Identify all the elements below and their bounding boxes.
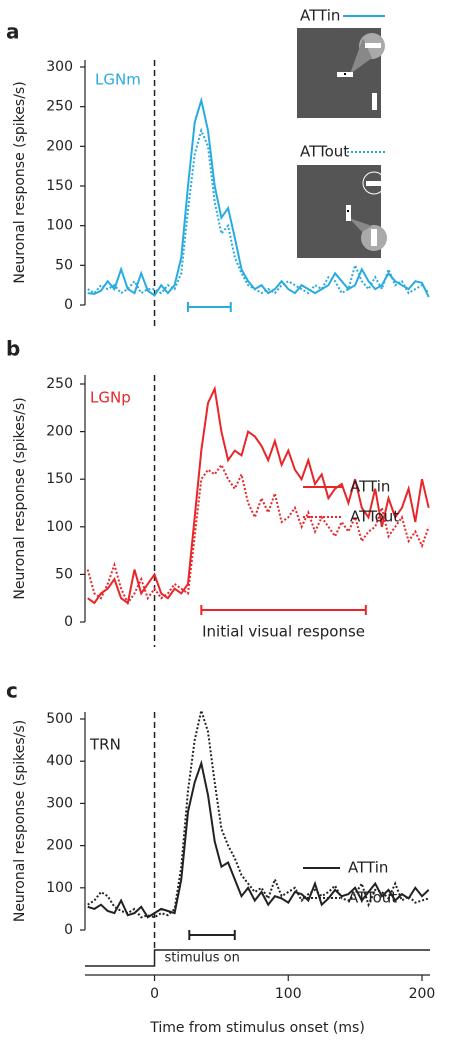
inset-attout [297, 165, 387, 258]
inset-bar [372, 93, 377, 110]
series-line [87, 127, 430, 295]
x-tick-label: 0 [150, 986, 159, 1002]
legend-label: ATTin [350, 478, 390, 496]
panel-label: b [6, 337, 20, 361]
y-tick-label: 200 [46, 138, 73, 154]
inset-fix [344, 73, 346, 75]
legend-label: ATTout [348, 889, 397, 907]
y-tick-label: 400 [46, 753, 73, 769]
y-tick-label: 250 [46, 99, 73, 115]
series-line [87, 706, 429, 919]
x-axis-label: Time from stimulus onset (ms) [149, 1020, 365, 1036]
y-tick-label: 150 [46, 471, 73, 487]
series-line [87, 759, 430, 919]
legend-label: ATTin [300, 7, 340, 25]
y-tick-label: 50 [55, 257, 73, 273]
y-tick-label: 250 [46, 376, 73, 392]
stimulus-trace [85, 949, 430, 967]
series-line [87, 96, 430, 298]
inset-fix-bar [346, 205, 351, 221]
y-tick-label: 200 [46, 838, 73, 854]
y-tick-label: 200 [46, 424, 73, 440]
inset-fix [347, 210, 349, 212]
y-tick-label: 50 [55, 566, 73, 582]
y-tick-label: 300 [46, 795, 73, 811]
inset-circle [362, 171, 386, 195]
y-tick-label: 0 [64, 297, 73, 313]
panel-label: c [6, 679, 18, 703]
y-tick-label: 100 [46, 218, 73, 234]
stimulus-label: stimulus on [165, 951, 240, 966]
y-tick-label: 100 [46, 519, 73, 535]
inset-bar [366, 181, 382, 186]
series-line [86, 462, 430, 605]
window-label: Initial visual response [202, 623, 365, 641]
series-line [87, 385, 430, 605]
y-tick-label: 500 [46, 711, 73, 727]
inset-attin [297, 28, 385, 118]
y-tick-label: 300 [46, 59, 73, 75]
panel-label: a [6, 20, 20, 44]
y-tick-label: 0 [64, 922, 73, 938]
y-tick-label: 150 [46, 178, 73, 194]
legend-label: ATTout [300, 143, 349, 161]
y-tick-label: 0 [64, 614, 73, 630]
legend-label: ATTin [348, 859, 388, 877]
legend-label: ATTout [350, 508, 399, 526]
y-axis-label: Neuronal response (spikes/s) [12, 81, 28, 283]
panel-title: TRN [89, 736, 121, 754]
y-axis-label: Neuronal response (spikes/s) [12, 397, 28, 599]
inset-bar [371, 229, 377, 246]
y-tick-label: 100 [46, 880, 73, 896]
x-tick-label: 200 [409, 986, 436, 1002]
x-tick-label: 100 [275, 986, 302, 1002]
inset-beam [349, 218, 372, 232]
panel-title: LGNm [95, 71, 141, 89]
panel-title: LGNp [90, 389, 131, 407]
y-axis-label: Neuronal response (spikes/s) [12, 720, 28, 922]
inset-bar [365, 43, 381, 48]
